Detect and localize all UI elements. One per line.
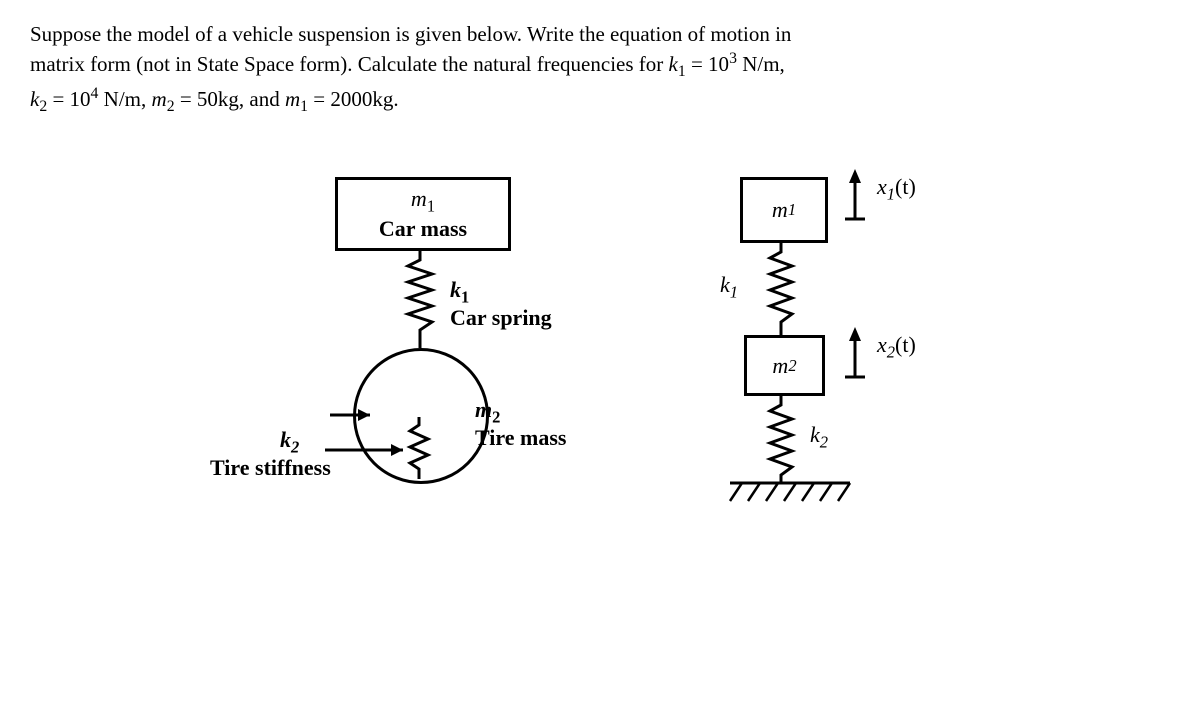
x1-displacement: x1(t) [845,169,885,229]
x2-label: x2(t) [877,332,916,362]
figures-row: m1 Car mass k1 Car spring m2 Tire mass k… [30,177,1170,557]
tire-mass-label: Tire mass [475,425,566,451]
text: = 10 [47,87,90,111]
sub: 1 [678,64,686,81]
var: m [285,87,300,111]
x1-label: x1(t) [877,174,916,204]
sup: 3 [729,50,737,67]
spring-k2-icon [770,393,792,483]
text: N/m, [98,87,151,111]
problem-statement: Suppose the model of a vehicle suspensio… [30,20,1170,117]
x2-displacement: x2(t) [845,327,885,387]
sub: 1 [300,98,308,115]
text: = 50kg, and [175,87,285,111]
var: m [411,186,427,211]
m2-box: m2 [744,335,825,396]
car-mass-box: m1 Car mass [335,177,511,251]
k2-label: k2 [810,422,828,452]
m1-box: m1 [740,177,828,243]
text: = 2000kg. [308,87,399,111]
text: = 10 [686,52,729,76]
spring-k1-icon [770,240,792,335]
car-spring-label: Car spring [450,305,552,331]
label: Car mass [338,216,508,242]
physical-model-figure: m1 Car mass k1 Car spring m2 Tire mass k… [220,177,580,547]
k2-pointer-arrow [325,440,403,460]
var: k [669,52,678,76]
k1-label: k1 [450,277,469,307]
m2-pointer-arrow [330,405,370,425]
car-spring-icon [408,248,432,348]
var: m [152,87,167,111]
k1-label: k1 [720,272,738,302]
tire-spring-icon [410,417,428,479]
k2-label: k2 [280,427,299,457]
var: k [30,87,39,111]
text: matrix form (not in State Space form). C… [30,52,669,76]
sub: 1 [427,196,435,215]
schematic-model-figure: m1 k1 m2 k2 x1(t) [700,177,980,557]
m2-label: m2 [475,397,500,427]
text: N/m, [737,52,785,76]
ground-icon [730,483,850,513]
text: Suppose the model of a vehicle suspensio… [30,22,791,46]
tire-stiffness-label: Tire stiffness [210,455,331,481]
sub: 2 [167,98,175,115]
